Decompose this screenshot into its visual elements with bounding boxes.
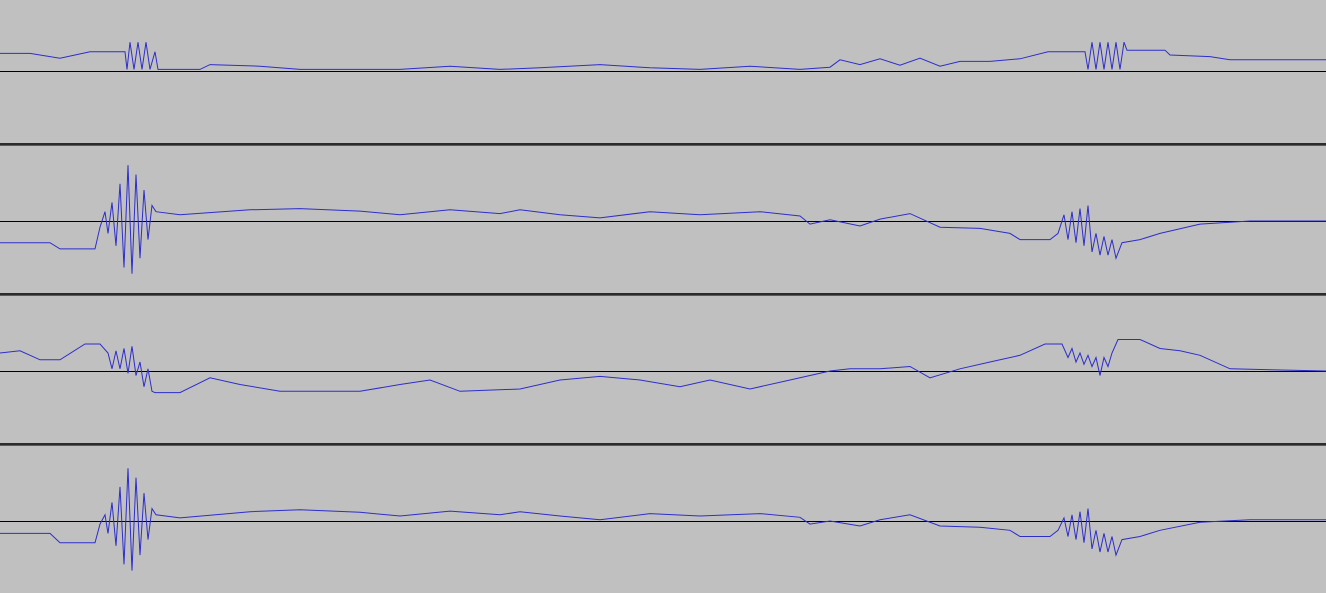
audio-track-4[interactable] bbox=[0, 448, 1326, 593]
waveform-canvas bbox=[0, 165, 1326, 274]
audio-track-3[interactable] bbox=[0, 298, 1326, 443]
waveform-line bbox=[0, 339, 1326, 394]
track-separator[interactable] bbox=[0, 143, 1326, 146]
waveform-line bbox=[0, 468, 1326, 571]
waveform-canvas bbox=[0, 42, 1326, 72]
track-separator[interactable] bbox=[0, 293, 1326, 296]
waveform-line bbox=[0, 42, 1326, 70]
track-separator[interactable] bbox=[0, 443, 1326, 446]
waveform-canvas bbox=[0, 339, 1326, 394]
waveform-canvas bbox=[0, 468, 1326, 571]
audio-track-1[interactable] bbox=[0, 0, 1326, 143]
waveform-line bbox=[0, 165, 1326, 274]
audio-track-2[interactable] bbox=[0, 148, 1326, 293]
